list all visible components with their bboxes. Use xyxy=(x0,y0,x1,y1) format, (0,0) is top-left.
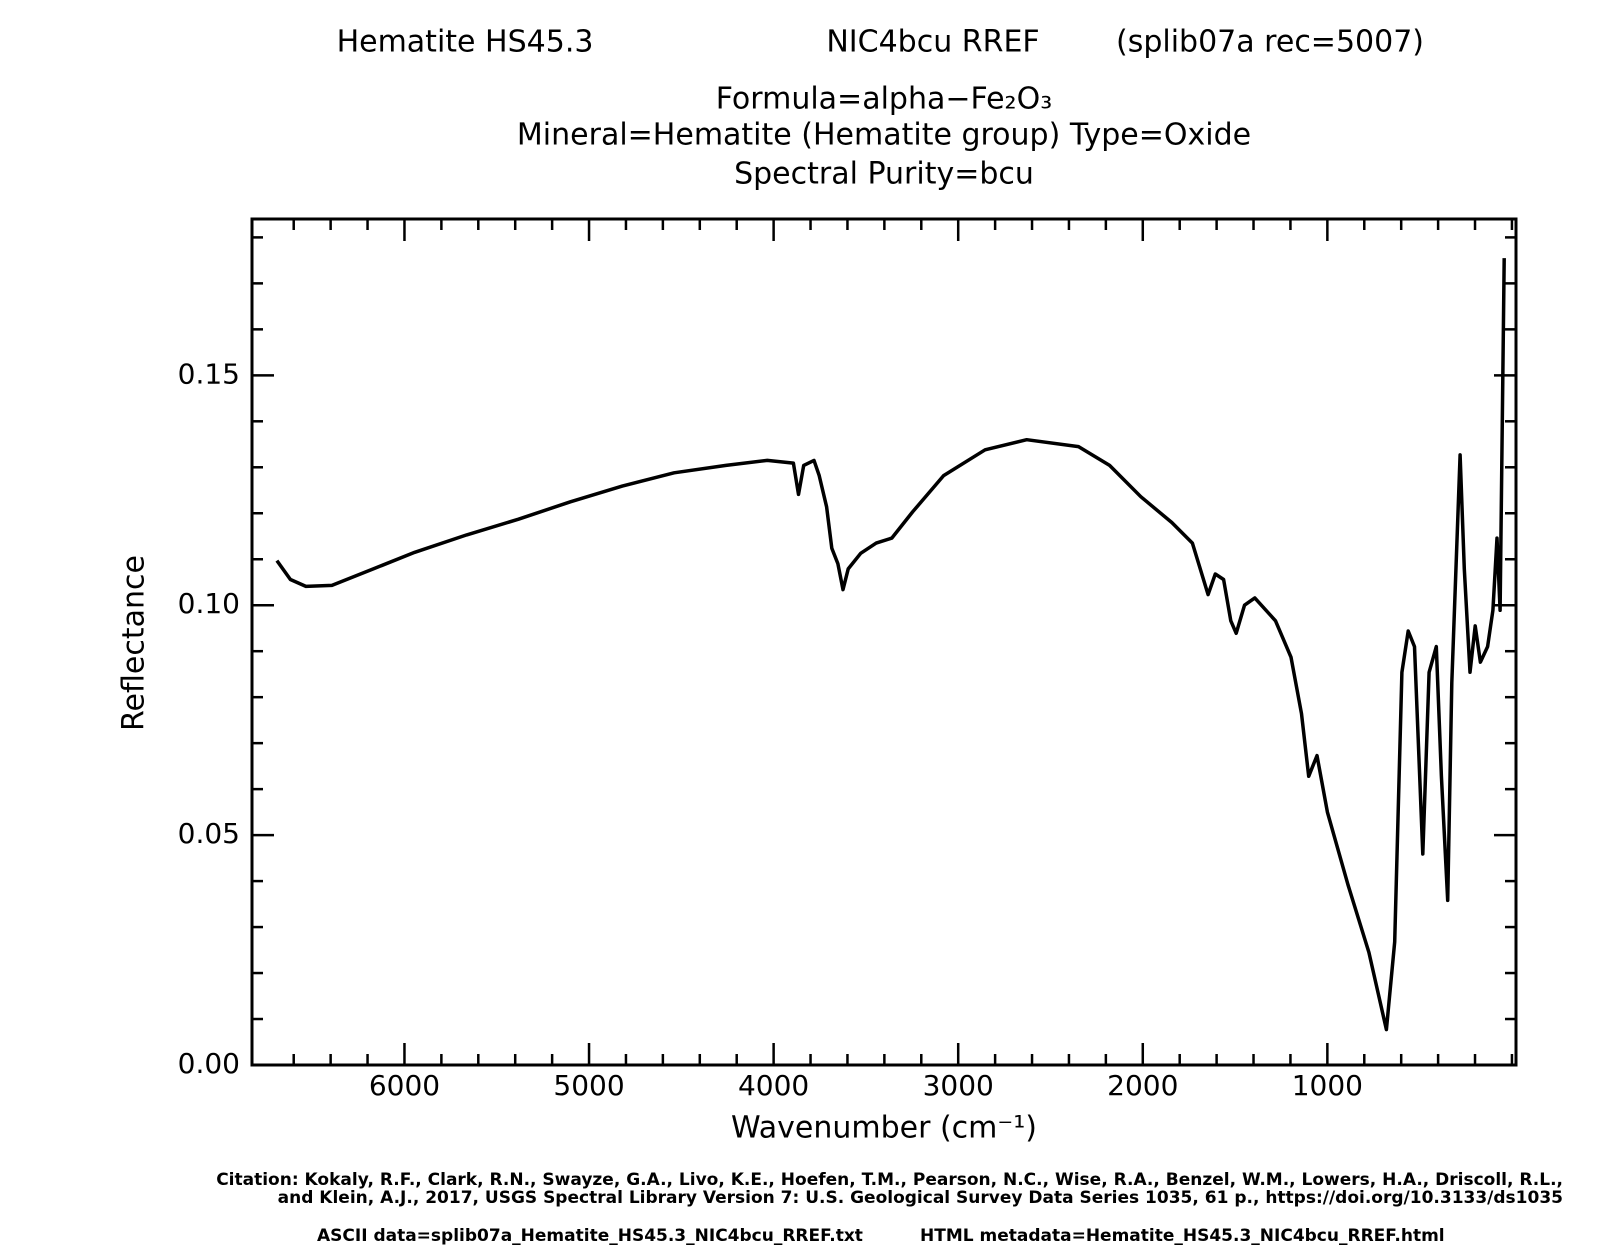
spectrum-line xyxy=(275,258,1506,1032)
x-tick-label: 6000 xyxy=(369,1069,440,1102)
formula: Formula=alpha−Fe₂O₃ xyxy=(716,82,1052,117)
record: (splib07a rec=5007) xyxy=(1116,25,1424,60)
y-tick-label: 0.15 xyxy=(178,357,240,390)
y-tick-label: 0.00 xyxy=(178,1047,240,1080)
html-metadata: HTML metadata=Hematite_HS45.3_NIC4bcu_RR… xyxy=(920,1226,1445,1246)
ascii-data: ASCII data=splib07a_Hematite_HS45.3_NIC4… xyxy=(317,1226,863,1246)
x-tick-label: 3000 xyxy=(923,1069,994,1102)
x-axis-label: Wavenumber (cm⁻¹) xyxy=(731,1111,1037,1146)
mineral: Mineral=Hematite (Hematite group) Type=O… xyxy=(517,118,1251,153)
x-tick-label: 2000 xyxy=(1107,1069,1178,1102)
plot-frame xyxy=(250,217,1518,1067)
citation: Citation: Kokaly, R.F., Clark, R.N., Swa… xyxy=(216,1170,1563,1190)
y-tick-label: 0.10 xyxy=(178,587,240,620)
chart-title: Hematite HS45.3 xyxy=(337,25,594,60)
chart-subtitle: NIC4bcu RREF xyxy=(826,25,1039,60)
x-tick-label: 5000 xyxy=(553,1069,624,1102)
y-axis-label: Reflectance xyxy=(117,555,152,731)
citation: and Klein, A.J., 2017, USGS Spectral Lib… xyxy=(278,1188,1563,1208)
x-tick-label: 4000 xyxy=(738,1069,809,1102)
y-tick-label: 0.05 xyxy=(178,817,240,850)
purity: Spectral Purity=bcu xyxy=(734,157,1034,192)
x-tick-label: 1000 xyxy=(1292,1069,1363,1102)
